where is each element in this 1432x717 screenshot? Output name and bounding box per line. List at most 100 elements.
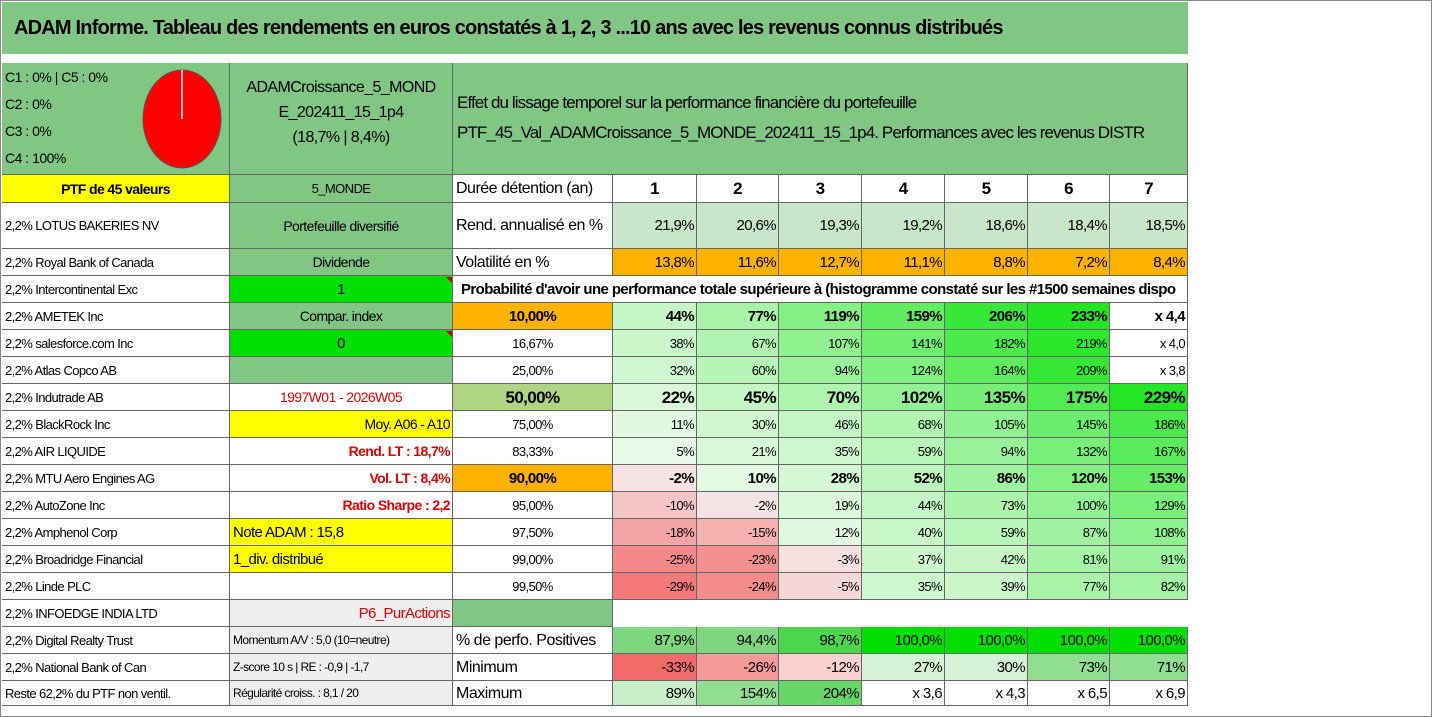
prob-cell-9-3: -3%: [779, 546, 862, 573]
prob-cell-10-3: -5%: [779, 573, 862, 600]
fund-name-line2: E_202411_15_1p4: [278, 104, 404, 121]
prob-cell-4-4: 68%: [862, 411, 945, 438]
prob-cell-9-7: 91%: [1110, 546, 1188, 573]
max-value-7: x 6,9: [1110, 681, 1188, 706]
holding-row-10: 2,2% AutoZone Inc: [2, 492, 230, 519]
prob-level-7: 95,00%: [453, 492, 613, 519]
prob-cell-10-4: 35%: [862, 573, 945, 600]
holding-row-7: 2,2% BlackRock Inc: [2, 411, 230, 438]
holding-row-11: 2,2% Amphenol Corp: [2, 519, 230, 546]
year-header-4: 4: [862, 175, 945, 203]
prob-cell-10-1: -29%: [613, 573, 697, 600]
prob-cell-5-7: 167%: [1110, 438, 1188, 465]
prob-cell-2-2: 60%: [697, 357, 779, 384]
rend-value-2: 20,6%: [697, 203, 779, 249]
prob-level-8: 97,50%: [453, 519, 613, 546]
holding-row-5: 2,2% Atlas Copco AB: [2, 357, 230, 384]
prob-cell-8-4: 40%: [862, 519, 945, 546]
dividende-label: Dividende: [230, 249, 453, 276]
prob-cell-5-2: 21%: [697, 438, 779, 465]
prob-cell-7-2: -2%: [697, 492, 779, 519]
vol-value-1: 13,8%: [613, 249, 697, 276]
prob-cell-2-4: 124%: [862, 357, 945, 384]
prob-cell-6-4: 52%: [862, 465, 945, 492]
prob-cell-5-3: 35%: [779, 438, 862, 465]
min-value-6: 73%: [1028, 654, 1110, 681]
prob-cell-0-6: 233%: [1028, 303, 1110, 330]
holding-row-13: 2,2% Linde PLC: [2, 573, 230, 600]
prob-cell-9-2: -23%: [697, 546, 779, 573]
prob-level-5: 83,33%: [453, 438, 613, 465]
holding-row-1: 2,2% Royal Bank of Canada: [2, 249, 230, 276]
year-header-6: 6: [1028, 175, 1110, 203]
min-value-5: 30%: [945, 654, 1028, 681]
prob-cell-1-1: 38%: [613, 330, 697, 357]
prob-cell-6-3: 28%: [779, 465, 862, 492]
prob-cell-6-6: 120%: [1028, 465, 1110, 492]
holding-row-8: 2,2% AIR LIQUIDE: [2, 438, 230, 465]
year-header-1: 1: [613, 175, 697, 203]
min-value-7: 71%: [1110, 654, 1188, 681]
dividende-value: 1: [230, 276, 453, 303]
rend-value-1: 21,9%: [613, 203, 697, 249]
prob-cell-6-5: 86%: [945, 465, 1028, 492]
ptf-label: PTF de 45 valeurs: [2, 175, 230, 203]
prob-cell-9-5: 42%: [945, 546, 1028, 573]
prob-cell-2-6: 209%: [1028, 357, 1110, 384]
prob-cell-3-1: 22%: [613, 384, 697, 411]
min-value-1: -33%: [613, 654, 697, 681]
compar-value: 0: [230, 330, 453, 357]
pos-value-4: 100,0%: [862, 627, 945, 654]
prob-cell-8-6: 87%: [1028, 519, 1110, 546]
legend-c2: C2 : 0%: [5, 96, 52, 112]
description-line1: Effet du lissage temporel sur la perform…: [457, 93, 917, 112]
prob-cell-4-3: 46%: [779, 411, 862, 438]
prob-level-10: 99,50%: [453, 573, 613, 600]
prob-cell-2-1: 32%: [613, 357, 697, 384]
legend-c1-c5: C1 : 0% | C5 : 0%: [5, 69, 108, 85]
rend-value-6: 18,4%: [1028, 203, 1110, 249]
description-line2: PTF_45_Val_ADAMCroissance_5_MONDE_202411…: [457, 123, 1145, 142]
vol-value-6: 7,2%: [1028, 249, 1110, 276]
year-header-2: 2: [697, 175, 779, 203]
prob-level-6: 90,00%: [453, 465, 613, 492]
prob-cell-0-7: x 4,4: [1110, 303, 1188, 330]
rend-lt-label: Rend. LT : 18,7%: [230, 438, 453, 465]
prob-cell-6-1: -2%: [613, 465, 697, 492]
moy-label: Moy. A06 - A10: [230, 411, 453, 438]
zscore-label: Z-score 10 s | RE : -0,9 | -1,7: [230, 654, 453, 681]
prob-cell-4-5: 105%: [945, 411, 1028, 438]
prob-cell-7-4: 44%: [862, 492, 945, 519]
holding-row-17: Reste 62,2% du PTF non ventil.: [2, 681, 230, 706]
param-empty: [230, 357, 453, 384]
max-value-3: 204%: [779, 681, 862, 706]
prob-cell-9-4: 37%: [862, 546, 945, 573]
prob-cell-1-6: 219%: [1028, 330, 1110, 357]
fund-name-line3: (18,7% | 8,4%): [292, 129, 390, 146]
prob-cell-10-5: 39%: [945, 573, 1028, 600]
pos-value-7: 100,0%: [1110, 627, 1188, 654]
prob-cell-7-3: 19%: [779, 492, 862, 519]
prob-level-9: 99,00%: [453, 546, 613, 573]
prob-cell-6-7: 153%: [1110, 465, 1188, 492]
prob-cell-8-3: 12%: [779, 519, 862, 546]
comment-marker: [446, 277, 452, 283]
prob-cell-0-2: 77%: [697, 303, 779, 330]
prob-cell-2-3: 94%: [779, 357, 862, 384]
prob-cell-3-4: 102%: [862, 384, 945, 411]
holding-row-0: 2,2% LOTUS BAKERIES NV: [2, 203, 230, 249]
prob-cell-1-5: 182%: [945, 330, 1028, 357]
comment-marker: [446, 331, 452, 337]
periode-label: 1997W01 - 2026W05: [230, 384, 453, 411]
prob-cell-0-4: 159%: [862, 303, 945, 330]
description-box: Effet du lissage temporel sur la perform…: [453, 63, 1188, 175]
holding-row-9: 2,2% MTU Aero Engines AG: [2, 465, 230, 492]
holding-row-14: 2,2% INFOEDGE INDIA LTD: [2, 600, 230, 627]
max-value-1: 89%: [613, 681, 697, 706]
pos-label: % de perfo. Positives: [453, 627, 613, 654]
holding-row-15: 2,2% Digital Realty Trust: [2, 627, 230, 654]
vol-lt-label: Vol. LT : 8,4%: [230, 465, 453, 492]
min-value-4: 27%: [862, 654, 945, 681]
prob-cell-5-4: 59%: [862, 438, 945, 465]
year-header-5: 5: [945, 175, 1028, 203]
